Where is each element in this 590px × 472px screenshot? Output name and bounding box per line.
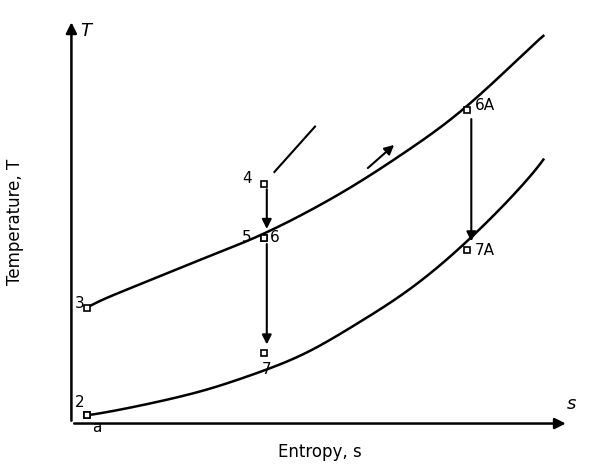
Text: 4: 4 [242, 171, 251, 185]
Text: T: T [81, 22, 91, 40]
Text: 6A: 6A [475, 99, 495, 113]
Text: 7: 7 [262, 362, 271, 377]
Text: a: a [91, 420, 101, 435]
Text: 7A: 7A [475, 243, 495, 258]
Text: 3: 3 [74, 296, 84, 312]
Text: Temperature, T: Temperature, T [6, 158, 24, 285]
Text: 5: 5 [242, 230, 251, 245]
Text: 2: 2 [74, 396, 84, 411]
Text: s: s [566, 395, 576, 413]
X-axis label: Entropy, s: Entropy, s [278, 443, 362, 461]
Text: 6: 6 [270, 230, 280, 245]
